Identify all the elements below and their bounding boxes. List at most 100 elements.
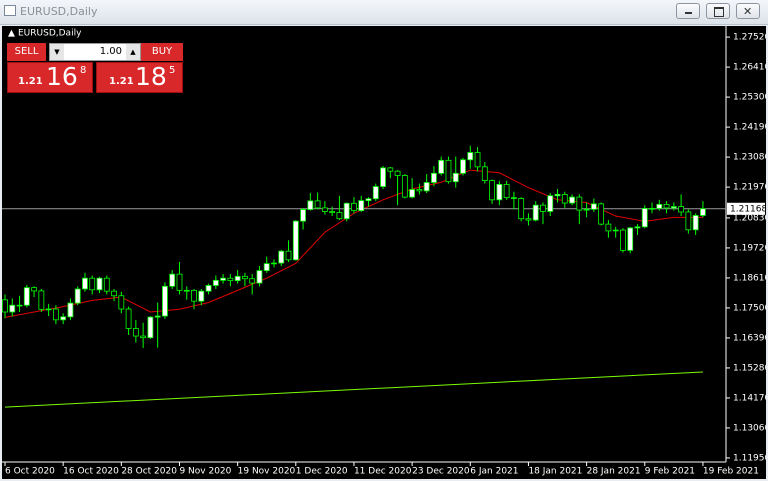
- candle-body: [256, 270, 263, 284]
- candle-body: [300, 209, 306, 222]
- close-button[interactable]: ✕: [736, 3, 760, 19]
- candle-body: [132, 328, 139, 337]
- buy-button[interactable]: BUY: [141, 43, 183, 61]
- candle-body: [234, 275, 241, 282]
- candle-body: [634, 226, 641, 229]
- candle-body: [67, 302, 74, 318]
- bid-pips: 16: [46, 62, 78, 91]
- candle-body: [554, 193, 561, 197]
- lot-value: 1.00: [99, 46, 122, 57]
- x-tick-label: 6 Oct 2020: [5, 467, 55, 477]
- candle-body: [670, 206, 677, 209]
- candle-body: [118, 295, 125, 310]
- candle-body: [358, 200, 365, 212]
- one-click-panel: SELL ▼ 1.00 ▲ BUY 1.21 16 8 1.21 18 5: [7, 43, 183, 93]
- x-tick-label: 28 Oct 2020: [121, 467, 177, 477]
- candle-body: [278, 250, 285, 264]
- candle-body: [685, 211, 692, 231]
- candle-body: [329, 211, 336, 213]
- bid-point: 8: [80, 65, 87, 76]
- collapse-arrow[interactable]: ▲: [8, 29, 15, 39]
- candle-body: [336, 212, 343, 220]
- y-tick-label: 1.26410: [733, 63, 766, 73]
- candle-body: [510, 197, 517, 199]
- y-tick-label: 1.21970: [733, 183, 766, 193]
- candle-body: [249, 278, 256, 284]
- bid-price[interactable]: 1.21 16 8: [7, 62, 93, 93]
- candle-body: [532, 204, 539, 221]
- candle-body: [649, 208, 655, 210]
- lot-field[interactable]: ▼ 1.00 ▲: [49, 43, 141, 61]
- candle-body: [263, 263, 270, 272]
- candle-body: [74, 288, 81, 304]
- candle-body: [547, 195, 554, 212]
- y-tick-label: 1.15280: [733, 363, 766, 373]
- bid-big: 1.21: [18, 76, 43, 87]
- candle-body: [307, 200, 314, 210]
- candle-body: [96, 277, 103, 291]
- title-bar: EURUSD,Daily ✕: [0, 0, 768, 25]
- y-tick-label: 1.27520: [733, 33, 766, 43]
- candle-body: [540, 204, 546, 212]
- candle-body: [416, 189, 423, 192]
- sell-button[interactable]: SELL: [7, 43, 46, 61]
- minimize-button[interactable]: [676, 3, 700, 19]
- candle-body: [285, 250, 292, 261]
- x-tick-label: 9 Nov 2020: [179, 467, 231, 477]
- candle-body: [561, 193, 568, 204]
- candle-body: [31, 287, 37, 292]
- candle-body: [474, 152, 481, 168]
- candle-body: [431, 172, 437, 183]
- candle-body: [569, 196, 575, 204]
- candle-body: [103, 277, 110, 292]
- candle-body: [176, 273, 183, 291]
- ask-big: 1.21: [109, 76, 134, 87]
- candle-body: [423, 182, 430, 192]
- x-tick-label: 19 Feb 2021: [703, 467, 759, 477]
- candle-body: [496, 183, 503, 201]
- candle-body: [314, 200, 321, 209]
- y-tick-label: 1.18610: [733, 273, 766, 283]
- x-tick-label: 19 Nov 2020: [238, 467, 296, 477]
- y-tick-label: 1.20830: [733, 213, 766, 223]
- candle-body: [271, 262, 277, 265]
- candle-body: [663, 204, 670, 209]
- ask-pips: 18: [135, 62, 167, 91]
- x-tick-label: 23 Dec 2020: [412, 467, 470, 477]
- candle-body: [576, 196, 583, 211]
- y-tick-label: 1.11950: [733, 453, 766, 463]
- candle-body: [343, 202, 350, 220]
- y-tick-label: 1.19720: [733, 243, 766, 253]
- candle-body: [372, 186, 379, 200]
- candle-body: [525, 218, 532, 221]
- candle-body: [212, 279, 219, 286]
- candle-body: [700, 208, 706, 216]
- current-price-label: 1.21168: [730, 204, 766, 214]
- candle-body: [82, 277, 88, 290]
- current-price-box: [727, 202, 765, 215]
- x-tick-label: 11 Dec 2020: [354, 467, 412, 477]
- candle-body: [45, 308, 52, 311]
- candle-body: [89, 277, 96, 291]
- maximize-button[interactable]: [706, 3, 730, 19]
- candle-body: [52, 308, 59, 321]
- candle-body: [460, 159, 466, 174]
- candle-body: [242, 275, 248, 280]
- chart-background: [2, 26, 766, 479]
- chart-title: EURUSD,Daily: [18, 29, 82, 39]
- candle-body: [162, 285, 168, 317]
- indicator-line: [4, 371, 703, 408]
- ask-price[interactable]: 1.21 18 5: [96, 62, 183, 93]
- candle-body: [583, 208, 590, 211]
- x-tick-label: 6 Jan 2021: [470, 467, 518, 477]
- candle-body: [60, 316, 67, 321]
- y-tick-label: 1.14170: [733, 393, 766, 403]
- candle-body: [401, 175, 408, 198]
- candle-body: [147, 316, 154, 339]
- candle-body: [380, 167, 386, 187]
- ask-point: 5: [169, 65, 176, 76]
- candle-body: [489, 180, 495, 201]
- candle-body: [518, 198, 525, 220]
- candle-body: [503, 183, 510, 199]
